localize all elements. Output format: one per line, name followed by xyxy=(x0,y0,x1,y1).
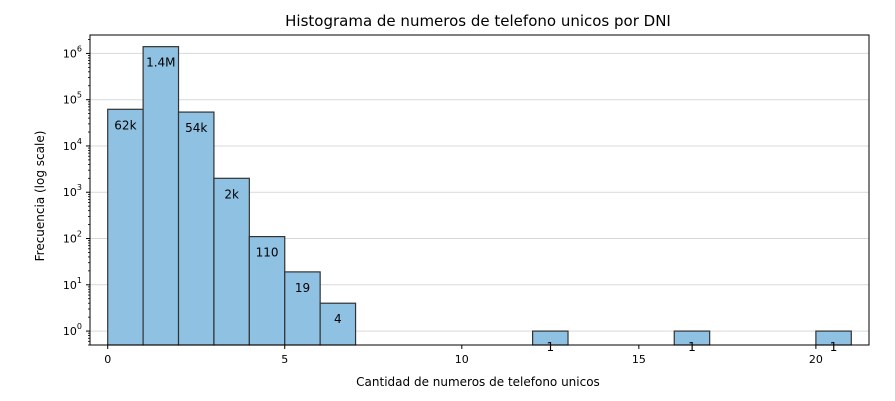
histogram-bar xyxy=(177,111,215,346)
y-axis-label: Frecuencia (log scale) xyxy=(33,131,47,262)
bars xyxy=(107,46,852,346)
bar-labels: 62k 1.4M 54k 2k 110 19 4 1 1 1 xyxy=(114,56,837,354)
bar-value-label: 1.4M xyxy=(146,56,175,70)
bar-value-label: 1 xyxy=(688,340,696,354)
bar-value-label: 1 xyxy=(830,340,838,354)
y-tick-label: 104 xyxy=(63,137,82,153)
x-tick-label: 15 xyxy=(632,353,646,366)
y-tick-label: 103 xyxy=(63,183,82,199)
y-tick-label: 106 xyxy=(63,44,82,60)
y-tick-label: 100 xyxy=(63,322,82,338)
x-tick-label: 5 xyxy=(281,353,288,366)
bar-value-label: 110 xyxy=(256,246,279,260)
y-tick-label: 101 xyxy=(63,276,82,292)
y-tick-label: 102 xyxy=(63,230,82,246)
y-tick-label: 105 xyxy=(63,91,82,107)
histogram-bar xyxy=(213,177,250,346)
x-tick-label: 20 xyxy=(809,353,823,366)
bar-value-label: 2k xyxy=(224,187,239,201)
x-axis-label: Cantidad de numeros de telefono unicos xyxy=(356,375,600,389)
x-tick-label: 10 xyxy=(455,353,469,366)
x-axis-ticks: 0 5 10 15 20 xyxy=(104,345,823,366)
histogram-bar xyxy=(142,46,180,346)
histogram-bar xyxy=(107,108,144,346)
x-tick-label: 0 xyxy=(104,353,111,366)
chart-title: Histograma de numeros de telefono unicos… xyxy=(285,12,671,30)
bar-value-label: 62k xyxy=(114,118,136,132)
y-axis-ticks: 100 101 102 103 104 105 106 xyxy=(63,39,90,346)
histogram-bar xyxy=(319,302,357,346)
plot-frame xyxy=(89,34,870,346)
bar-value-label: 19 xyxy=(295,281,310,295)
histogram-bar xyxy=(284,271,321,346)
bar-value-label: 1 xyxy=(546,340,554,354)
bar-value-label: 4 xyxy=(334,312,342,326)
bar-value-label: 54k xyxy=(185,121,207,135)
